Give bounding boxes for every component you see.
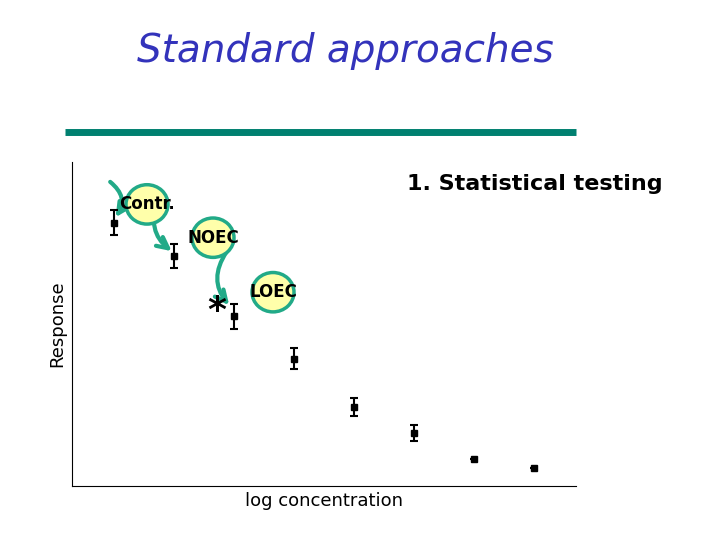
X-axis label: log concentration: log concentration	[245, 491, 403, 510]
Text: $\mathbf{*}$: $\mathbf{*}$	[207, 292, 228, 326]
Text: LOEC: LOEC	[249, 283, 297, 301]
Text: Standard approaches: Standard approaches	[138, 32, 554, 70]
Ellipse shape	[192, 218, 234, 258]
Y-axis label: Response: Response	[48, 281, 66, 367]
Ellipse shape	[126, 185, 168, 224]
Ellipse shape	[252, 273, 294, 312]
Text: NOEC: NOEC	[187, 229, 239, 247]
Text: Contr.: Contr.	[119, 195, 175, 213]
Text: 1. Statistical testing: 1. Statistical testing	[407, 173, 662, 194]
